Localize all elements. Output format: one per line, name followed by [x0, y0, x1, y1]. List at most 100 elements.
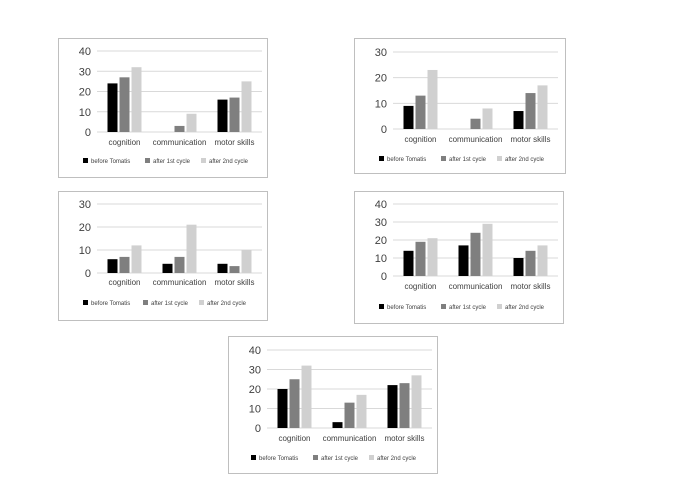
legend-swatch: [379, 304, 384, 309]
legend-swatch: [497, 156, 502, 161]
bar-before-tomatis: [107, 259, 118, 273]
bar-chart: 0 10 20 30 40 cognition communication motor ski…: [79, 46, 262, 165]
bar-after-2nd-cycle: [186, 224, 197, 273]
legend-label: after 2nd cycle: [209, 159, 249, 165]
bar-after-2nd-cycle: [411, 375, 422, 428]
y-tick-label: 0: [381, 271, 387, 283]
legend-label: after 1st cycle: [449, 305, 487, 311]
chart-panel-5: 0 10 20 30 40 cognition communication motor ski…: [228, 336, 438, 474]
y-tick-label: 20: [375, 235, 387, 247]
bar-after-1st-cycle: [174, 125, 185, 132]
chart-panel-4: 0 10 20 30 40 cognition communication motor ski…: [354, 191, 564, 324]
bar-after-2nd-cycle: [131, 245, 142, 273]
bar-after-1st-cycle: [415, 95, 426, 129]
legend-label: after 2nd cycle: [505, 157, 545, 163]
y-tick-label: 40: [249, 345, 261, 357]
bar-before-tomatis: [387, 385, 398, 428]
legend-swatch: [497, 304, 502, 309]
legend-label: after 2nd cycle: [207, 301, 247, 307]
y-tick-label: 0: [381, 124, 387, 136]
legend-swatch: [251, 455, 256, 460]
bar-after-2nd-cycle: [537, 85, 548, 129]
legend-label: before Tomatis: [259, 456, 298, 462]
y-tick-label: 0: [85, 127, 91, 139]
bar-after-1st-cycle: [415, 241, 426, 276]
bar-after-1st-cycle: [525, 93, 536, 129]
bar-chart: 0 10 20 30 40 cognition communication motor ski…: [375, 199, 558, 311]
bar-before-tomatis: [107, 83, 118, 132]
legend-label: after 1st cycle: [449, 157, 487, 163]
y-tick-label: 10: [375, 253, 387, 265]
category-label: motor skills: [384, 434, 424, 443]
legend-label: before Tomatis: [91, 301, 130, 307]
category-label: communication: [153, 138, 207, 147]
bar-after-1st-cycle: [229, 97, 240, 132]
y-tick-label: 10: [249, 404, 261, 416]
category-label: cognition: [108, 278, 140, 287]
bar-after-1st-cycle: [119, 77, 130, 132]
bar-after-1st-cycle: [119, 256, 130, 273]
y-tick-label: 20: [249, 384, 261, 396]
bar-before-tomatis: [403, 105, 414, 129]
legend-swatch: [199, 300, 204, 305]
y-tick-label: 40: [375, 199, 387, 211]
legend-swatch: [83, 300, 88, 305]
bar-after-1st-cycle: [525, 250, 536, 276]
bar-after-2nd-cycle: [301, 365, 312, 428]
legend-swatch: [83, 158, 88, 163]
category-label: communication: [323, 434, 377, 443]
y-tick-label: 10: [79, 245, 91, 257]
chart-panel-3: 0 10 20 30 cognition communication motor skill…: [58, 191, 268, 321]
legend-label: after 2nd cycle: [505, 305, 545, 311]
bar-before-tomatis: [513, 258, 524, 276]
y-tick-label: 0: [255, 423, 261, 435]
category-label: cognition: [404, 135, 436, 144]
bar-before-tomatis: [217, 263, 228, 273]
legend-swatch: [313, 455, 318, 460]
y-tick-label: 20: [79, 87, 91, 99]
chart-panel-1: 0 10 20 30 40 cognition communication motor ski…: [58, 38, 268, 178]
bar-after-1st-cycle: [344, 402, 355, 428]
y-tick-label: 30: [79, 66, 91, 78]
bar-after-2nd-cycle: [537, 245, 548, 276]
bar-before-tomatis: [332, 422, 343, 428]
legend-swatch: [145, 158, 150, 163]
legend-label: after 1st cycle: [153, 159, 191, 165]
y-tick-label: 20: [79, 222, 91, 234]
legend-swatch: [379, 156, 384, 161]
legend-label: after 1st cycle: [321, 456, 359, 462]
bar-after-2nd-cycle: [482, 223, 493, 276]
legend-label: before Tomatis: [387, 305, 426, 311]
y-tick-label: 20: [375, 73, 387, 85]
category-label: cognition: [404, 282, 436, 291]
bar-before-tomatis: [403, 250, 414, 276]
y-tick-label: 30: [249, 365, 261, 377]
category-label: motor skills: [214, 278, 254, 287]
bar-after-2nd-cycle: [241, 250, 252, 273]
bar-before-tomatis: [513, 111, 524, 129]
y-tick-label: 40: [79, 46, 91, 58]
bar-after-2nd-cycle: [427, 238, 438, 276]
y-tick-label: 10: [375, 98, 387, 110]
bar-after-2nd-cycle: [482, 108, 493, 129]
category-label: motor skills: [214, 138, 254, 147]
bar-after-1st-cycle: [399, 383, 410, 428]
y-tick-label: 30: [375, 47, 387, 59]
category-label: motor skills: [510, 282, 550, 291]
legend-swatch: [441, 304, 446, 309]
bar-chart: 0 10 20 30 cognition communication motor skill…: [79, 199, 262, 307]
bar-before-tomatis: [277, 389, 288, 428]
y-tick-label: 30: [79, 199, 91, 211]
bar-after-1st-cycle: [470, 232, 481, 276]
category-label: communication: [449, 135, 503, 144]
category-label: cognition: [108, 138, 140, 147]
bar-after-1st-cycle: [470, 118, 481, 129]
legend-label: before Tomatis: [387, 157, 426, 163]
legend-swatch: [369, 455, 374, 460]
category-label: cognition: [278, 434, 310, 443]
category-label: communication: [153, 278, 207, 287]
chart-panel-2: 0 10 20 30 cognition communication motor skill…: [354, 38, 566, 174]
y-tick-label: 10: [79, 107, 91, 119]
bar-chart: 0 10 20 30 cognition communication motor skill…: [375, 47, 558, 163]
